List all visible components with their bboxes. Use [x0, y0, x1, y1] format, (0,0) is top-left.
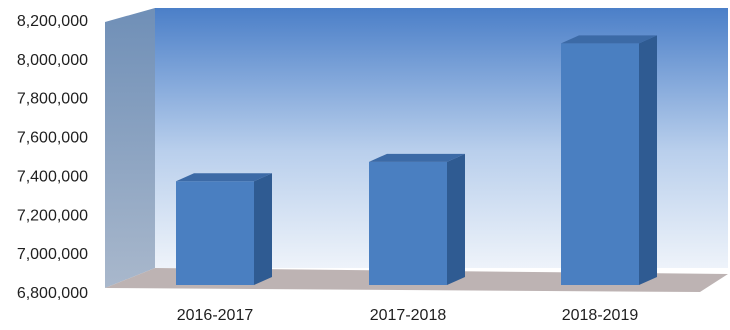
x-category-label: 2017-2018 [370, 307, 447, 324]
x-category-label: 2016-2017 [177, 307, 254, 324]
y-tick-label: 7,600,000 [17, 130, 88, 147]
bar [176, 173, 272, 285]
bar-front [176, 181, 254, 285]
y-tick-label: 7,200,000 [17, 207, 88, 224]
x-axis-labels: 2016-2017 2017-2018 2018-2019 [177, 307, 639, 324]
bar [561, 35, 657, 285]
chart-side-wall [105, 8, 155, 288]
bar-front [561, 43, 639, 285]
bar-side [254, 173, 272, 285]
y-tick-label: 6,800,000 [17, 285, 88, 302]
bar-front [369, 162, 447, 285]
y-tick-label: 7,800,000 [17, 91, 88, 108]
y-tick-label: 8,000,000 [17, 52, 88, 69]
bar [369, 154, 465, 285]
y-axis-ticks: 6,800,000 7,000,000 7,200,000 7,400,000 7,60… [17, 13, 88, 302]
y-tick-label: 7,000,000 [17, 246, 88, 263]
y-tick-label: 7,400,000 [17, 168, 88, 185]
x-category-label: 2018-2019 [562, 307, 639, 324]
bar-side [447, 154, 465, 285]
bar-side [639, 35, 657, 285]
y-tick-label: 8,200,000 [17, 13, 88, 30]
